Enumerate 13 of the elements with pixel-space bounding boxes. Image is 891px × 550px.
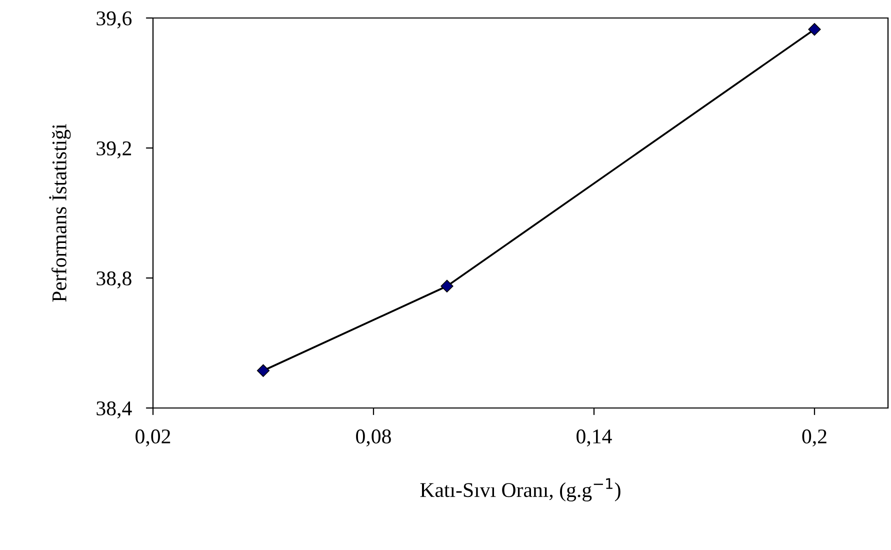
x-axis-title: Katı-Sıvı Oranı, (g.g$^{−1}$) [420, 478, 620, 502]
y-tick-label: 39,2 [96, 141, 132, 158]
y-tick-label: 39,6 [96, 11, 132, 28]
x-tick-label: 0,14 [576, 429, 612, 446]
x-tick-label: 0,08 [356, 429, 391, 446]
point [256, 364, 270, 377]
y-tick-label: 38,8 [96, 271, 132, 288]
y-tick-label: 38,4 [96, 401, 132, 418]
y-axis-title: Performans İstatistiği [49, 124, 71, 302]
point [808, 23, 821, 36]
x-tick-label: 0,2 [802, 429, 826, 446]
point [440, 280, 454, 292]
x-tick-label: 0,02 [136, 429, 170, 446]
